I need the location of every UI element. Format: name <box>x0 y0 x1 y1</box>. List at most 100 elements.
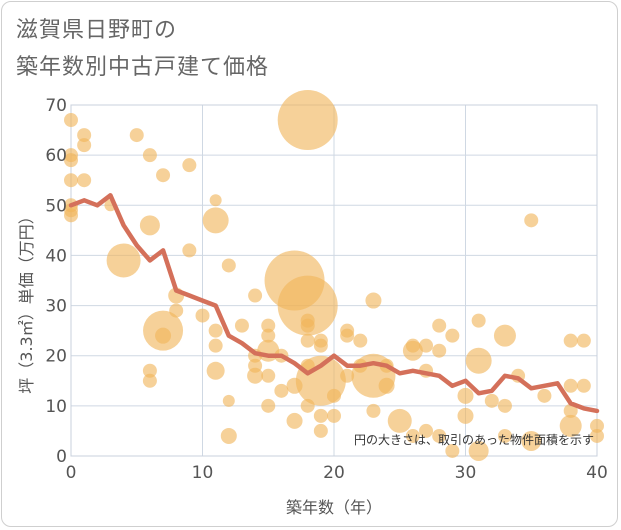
data-bubble <box>471 313 486 328</box>
data-bubble <box>563 403 578 418</box>
data-bubble <box>405 338 420 353</box>
data-bubble <box>208 323 223 338</box>
data-bubble <box>524 213 539 228</box>
data-bubble <box>300 333 315 348</box>
data-bubble <box>286 412 303 429</box>
data-bubble <box>142 148 157 163</box>
data-bubble <box>457 407 474 424</box>
data-bubble <box>537 388 552 403</box>
data-bubble <box>576 378 591 393</box>
data-bubble <box>106 243 141 278</box>
data-bubble <box>64 173 78 188</box>
data-bubble <box>590 418 604 433</box>
data-bubble <box>313 338 328 353</box>
data-bubble <box>208 338 223 353</box>
x-tick-label: 30 <box>455 463 477 483</box>
data-bubble <box>432 318 447 333</box>
data-bubble <box>169 303 184 318</box>
data-bubble <box>353 333 368 348</box>
y-tick-label: 50 <box>45 196 67 216</box>
data-bubble <box>182 158 197 173</box>
data-bubble <box>222 394 235 407</box>
data-bubble <box>563 333 578 348</box>
x-axis-ticks: 0 10 20 30 40 <box>66 463 608 483</box>
x-axis-title: 築年数（年） <box>286 498 382 517</box>
data-bubble <box>521 430 542 451</box>
data-bubble <box>64 153 78 168</box>
data-bubble <box>445 328 460 343</box>
data-bubble <box>261 318 276 333</box>
data-bubble <box>221 258 236 273</box>
data-bubble <box>340 328 355 343</box>
data-bubble <box>202 207 229 234</box>
chart-title: 滋賀県日野町の 築年数別中古戸建て価格 <box>16 18 270 80</box>
x-tick-label: 10 <box>192 463 214 483</box>
data-bubble <box>261 368 276 383</box>
x-tick-label: 40 <box>586 463 608 483</box>
data-bubble <box>378 377 395 394</box>
data-bubble <box>77 128 92 143</box>
data-bubble <box>313 408 328 423</box>
data-bubble <box>419 338 434 353</box>
data-bubble <box>195 308 210 323</box>
data-bubble <box>155 327 172 344</box>
data-bubble <box>277 90 338 151</box>
data-bubble <box>248 288 263 303</box>
y-tick-label: 20 <box>45 347 67 367</box>
data-bubble <box>419 423 434 438</box>
plot-area-border <box>70 104 598 457</box>
data-bubble <box>590 428 604 443</box>
y-tick-label: 0 <box>56 447 67 467</box>
bubble-size-note: 円の大きさは、取引のあった物件面積を示す <box>354 432 594 447</box>
y-tick-label: 30 <box>45 297 67 317</box>
data-bubble <box>142 373 157 388</box>
data-bubble <box>327 408 341 423</box>
data-bubble <box>387 408 412 433</box>
data-bubble <box>247 367 264 384</box>
data-bubble <box>327 388 341 403</box>
data-bubble <box>261 398 276 413</box>
data-bubble <box>445 443 460 458</box>
data-bubble <box>576 333 591 348</box>
data-bubble <box>220 427 237 444</box>
data-bubble <box>484 393 499 408</box>
data-bubble <box>129 128 144 143</box>
data-bubble <box>405 428 420 443</box>
data-bubble <box>300 318 315 333</box>
data-bubble <box>432 428 447 443</box>
data-bubble <box>261 328 276 343</box>
data-bubble <box>497 428 512 443</box>
data-bubble <box>457 387 474 404</box>
y-tick-label: 70 <box>45 96 67 116</box>
data-bubble <box>64 113 78 128</box>
data-bubble <box>497 398 512 413</box>
x-tick-label: 0 <box>66 463 77 483</box>
data-bubble <box>493 324 516 347</box>
y-tick-label: 60 <box>45 146 67 166</box>
data-bubble <box>77 173 92 188</box>
data-bubble <box>156 168 171 183</box>
data-bubble <box>234 318 249 333</box>
data-bubble <box>274 383 289 398</box>
data-bubble <box>206 361 225 380</box>
y-axis-ticks: 0 10 20 30 40 50 60 70 <box>45 96 67 467</box>
x-tick-label: 20 <box>323 463 345 483</box>
data-bubble <box>313 423 328 438</box>
data-bubble <box>182 243 197 258</box>
data-bubble <box>277 275 338 336</box>
y-tick-label: 10 <box>45 397 67 417</box>
y-axis-title: 坪（3.3㎡）単価（万円） <box>17 208 36 393</box>
data-bubble <box>563 378 578 393</box>
data-bubble <box>209 194 222 207</box>
data-bubble <box>468 440 489 461</box>
data-bubble <box>366 403 381 418</box>
y-tick-label: 40 <box>45 246 67 266</box>
data-bubble <box>365 292 382 309</box>
data-bubble <box>139 215 160 236</box>
data-bubble <box>64 208 78 223</box>
data-bubble <box>340 368 355 383</box>
data-bubble <box>142 363 157 378</box>
data-bubble <box>432 343 447 358</box>
data-bubble <box>465 347 492 374</box>
